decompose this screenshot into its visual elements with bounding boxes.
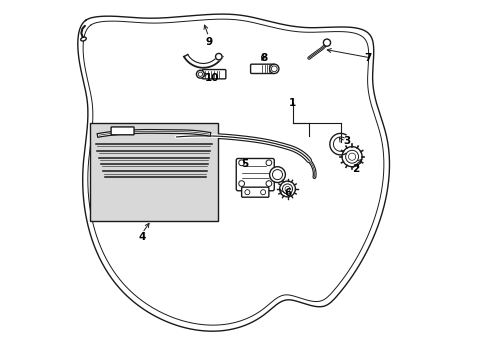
Text: 4: 4 <box>138 232 146 242</box>
Polygon shape <box>329 134 346 155</box>
Text: 3: 3 <box>343 136 349 145</box>
Text: 7: 7 <box>364 53 371 63</box>
Text: 10: 10 <box>204 73 219 83</box>
Text: 2: 2 <box>351 164 359 174</box>
Bar <box>90 123 217 221</box>
Circle shape <box>265 160 271 166</box>
Circle shape <box>215 53 222 60</box>
Circle shape <box>265 181 271 186</box>
FancyBboxPatch shape <box>236 158 274 191</box>
Text: 8: 8 <box>260 53 267 63</box>
Text: 1: 1 <box>289 98 296 108</box>
Circle shape <box>341 147 362 167</box>
Circle shape <box>196 70 204 78</box>
Circle shape <box>269 64 278 73</box>
Circle shape <box>269 167 285 183</box>
FancyBboxPatch shape <box>202 69 225 79</box>
Text: 5: 5 <box>241 159 247 169</box>
FancyBboxPatch shape <box>250 64 274 73</box>
Circle shape <box>238 160 244 166</box>
Text: 6: 6 <box>284 188 290 198</box>
Text: 9: 9 <box>204 37 212 47</box>
Circle shape <box>279 181 295 197</box>
Circle shape <box>323 39 330 46</box>
Circle shape <box>238 181 244 186</box>
FancyBboxPatch shape <box>111 127 134 135</box>
FancyBboxPatch shape <box>241 187 268 197</box>
Ellipse shape <box>81 37 86 41</box>
